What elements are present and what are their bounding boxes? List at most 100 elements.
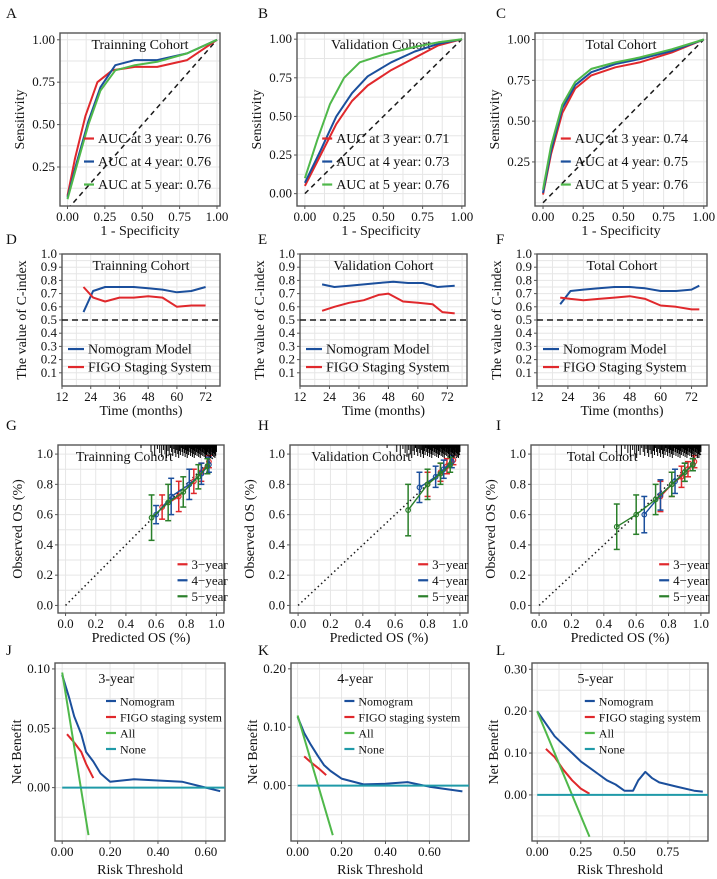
- panel-letter: J: [6, 643, 12, 659]
- panel-letter: G: [6, 418, 17, 434]
- x-tick-label: 24: [561, 389, 575, 404]
- x-tick-label: 60: [654, 389, 667, 404]
- series-3: [303, 38, 463, 179]
- series-1: [82, 286, 206, 313]
- plot-frame: [290, 662, 470, 842]
- series-line: [536, 710, 591, 838]
- y-tick-label: 0.5: [516, 312, 532, 327]
- series-line: [61, 674, 221, 793]
- legend-label: Nomogram Model: [88, 343, 192, 358]
- y-tick-label: 1.0: [516, 246, 532, 261]
- y-tick-label: 0.4: [279, 325, 296, 340]
- legend: AUC at 3 year: 0.76 AUC at 4 year: 0.76 AU…: [84, 132, 211, 193]
- grid: [291, 663, 469, 841]
- x-tick-label: 0.25: [572, 209, 595, 224]
- legend-label: All: [599, 727, 615, 741]
- legend-label: None: [358, 743, 384, 757]
- x-tick-label: 0.75: [168, 209, 191, 224]
- x-tick-label: 48: [142, 389, 155, 404]
- x-tick-label: 0.2: [563, 616, 579, 631]
- panel-letter: C: [496, 6, 506, 22]
- chart-title: 3-year: [98, 672, 134, 687]
- legend-label: Nomogram Model: [326, 343, 430, 358]
- y-tick-label: 0.1: [41, 365, 57, 380]
- grid: [60, 33, 220, 206]
- grid: [531, 445, 709, 613]
- x-axis-title: Risk Threshold: [97, 863, 183, 878]
- x-tick-label: 48: [382, 389, 395, 404]
- plot-background: [291, 663, 469, 841]
- x-tick-label: 0.4: [118, 616, 135, 631]
- data-point: [190, 478, 197, 485]
- y-tick-label: 0.00: [263, 778, 286, 793]
- data-point: [652, 496, 659, 503]
- data-point: [180, 489, 187, 495]
- x-axis-title: Predicted OS (%): [92, 631, 191, 646]
- y-tick-label: 0.30: [504, 661, 527, 676]
- data-point: [424, 481, 431, 488]
- plot-area: [538, 453, 702, 606]
- series-line: [321, 292, 455, 315]
- data-point: [668, 481, 675, 488]
- data-point: [206, 461, 212, 468]
- data-point: [416, 484, 423, 491]
- plot-frame: [289, 444, 469, 614]
- series-3: [296, 715, 334, 836]
- chart-title: Total Cohort: [567, 450, 638, 465]
- legend-label: Nomogram: [358, 695, 413, 709]
- data-point: [148, 514, 155, 521]
- legend-label: AUC at 5 year: 0.76: [575, 178, 688, 193]
- x-tick-label: 1.0: [693, 616, 709, 631]
- x-tick-label: 72: [685, 389, 698, 404]
- panel-c: 0.00 0.25 0.50 0.75 1.00 0.25 0.50 0.75 1.00 1 - …: [488, 6, 715, 239]
- legend: Nomogram FIGO staging system All None: [106, 695, 223, 757]
- legend-label: 5−year: [192, 589, 229, 604]
- y-tick-label: 0.6: [37, 507, 54, 522]
- x-axis-title: Predicted OS (%): [571, 631, 670, 646]
- data-point: [437, 470, 444, 477]
- y-tick-label: 0.5: [41, 312, 57, 327]
- legend: Nomogram FIGO staging system All None: [584, 695, 702, 757]
- panel-letter: B: [258, 6, 268, 22]
- x-tick-label: 0.6: [628, 616, 645, 631]
- reference-diagonal: [304, 38, 463, 195]
- x-tick-label: 1.00: [206, 209, 229, 224]
- y-tick-label: 0.0: [37, 597, 53, 612]
- panel-letter: I: [496, 418, 501, 434]
- series-3: [405, 456, 454, 537]
- panel-letter: F: [496, 232, 504, 248]
- y-axis-title: The value of C-index: [490, 260, 505, 379]
- y-tick-label: 0.20: [504, 703, 527, 718]
- data-point: [681, 469, 688, 476]
- panel-letter: L: [496, 643, 505, 659]
- plot-area: [297, 453, 461, 606]
- legend-label: AUC at 3 year: 0.74: [575, 132, 688, 147]
- panel-a: 0.00 0.25 0.50 0.75 1.00 0.25 0.50 0.75 1.00 1 - …: [6, 6, 228, 239]
- data-point: [633, 511, 640, 518]
- series-1: [321, 280, 455, 288]
- series-1: [296, 716, 463, 793]
- x-tick-label: 0.20: [99, 844, 122, 859]
- chart-title: Validation Cohort: [334, 259, 434, 274]
- x-tick-label: 1.00: [450, 209, 473, 224]
- y-tick-label: 0.3: [279, 338, 295, 353]
- y-axis-title: Observed OS (%): [11, 479, 26, 579]
- series-line: [296, 715, 334, 836]
- legend-label: FIGO staging system: [599, 711, 702, 725]
- panel-k: 0.00 0.20 0.40 0.60 0.00 0.10 0.20 Risk Thresho…: [246, 643, 470, 878]
- y-tick-label: 0.2: [516, 352, 532, 367]
- legend-label: FIGO Staging System: [563, 361, 687, 376]
- legend-label: AUC at 3 year: 0.71: [336, 132, 449, 147]
- y-tick-label: 0.50: [32, 117, 55, 132]
- y-tick-label: 0.2: [269, 567, 285, 582]
- y-axis-title: Net Benefit: [246, 719, 261, 784]
- y-tick-label: 0.50: [269, 108, 292, 123]
- legend-label: AUC at 4 year: 0.75: [575, 155, 688, 170]
- x-tick-label: 0.25: [333, 209, 356, 224]
- legend: Nomogram FIGO staging system All None: [344, 695, 461, 757]
- legend-label: 3−year: [192, 557, 229, 572]
- x-tick-label: 0.6: [387, 616, 404, 631]
- y-tick-label: 0.0: [510, 597, 526, 612]
